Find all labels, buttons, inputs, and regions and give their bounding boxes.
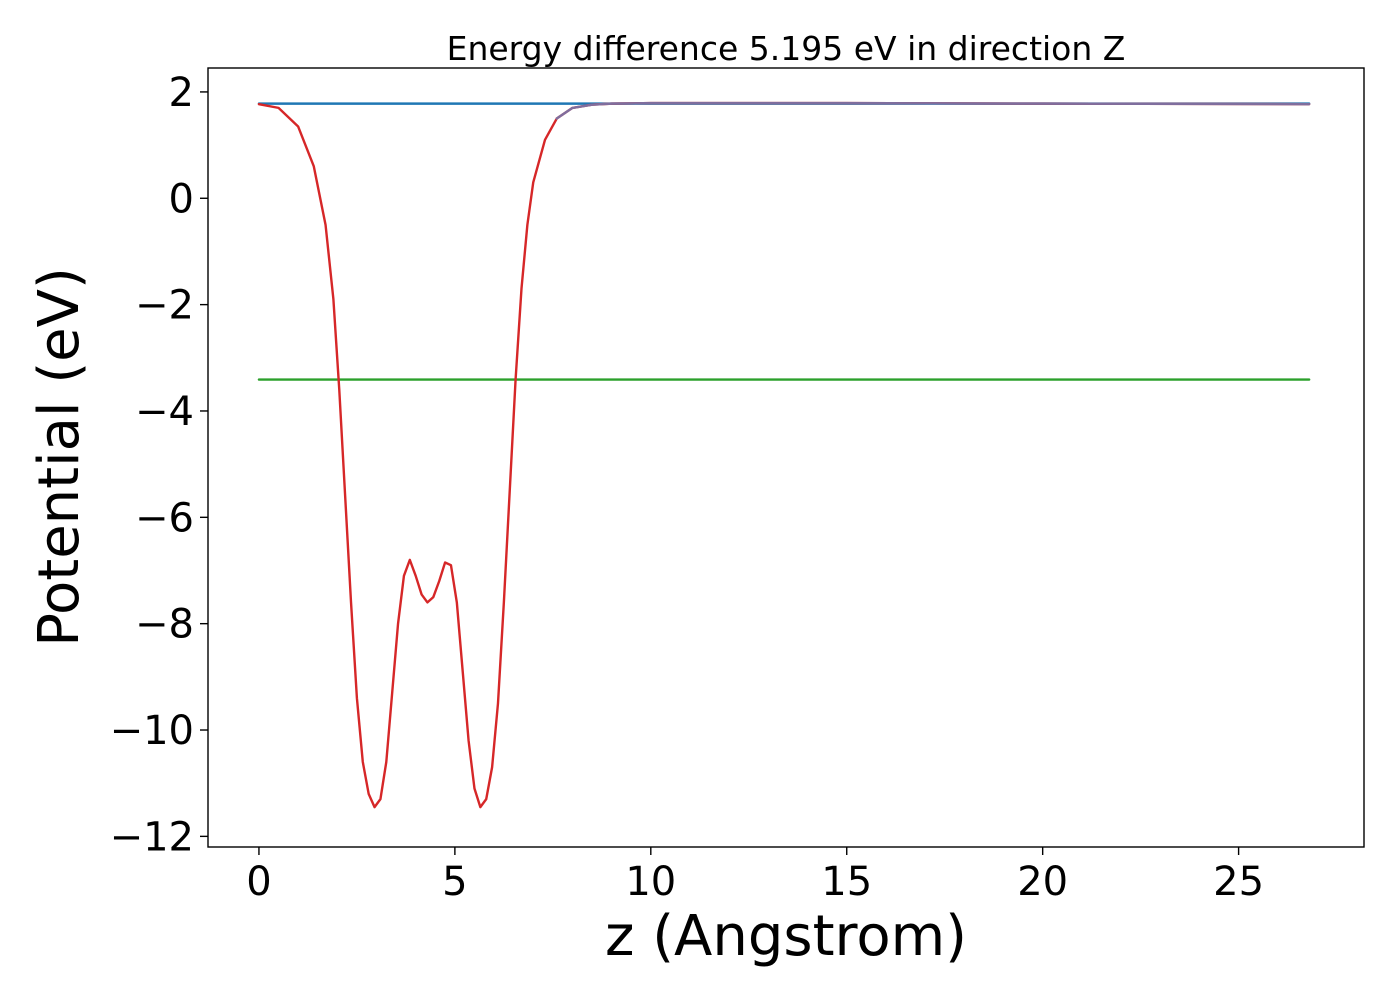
x-axis-ticks: 0 5 10 15 20 25 bbox=[246, 847, 1264, 905]
y-tick-label: −6 bbox=[135, 495, 194, 541]
x-axis-label: z (Angstrom) bbox=[605, 904, 967, 969]
y-axis-ticks: 2 0 −2 −4 −6 −8 −10 −12 bbox=[110, 70, 208, 860]
x-tick-label: 20 bbox=[1017, 859, 1068, 905]
x-tick-label: 25 bbox=[1213, 859, 1264, 905]
x-tick-label: 5 bbox=[442, 859, 467, 905]
plot-frame bbox=[207, 67, 1365, 848]
x-tick-label: 0 bbox=[246, 859, 271, 905]
y-tick-label: −4 bbox=[135, 389, 194, 435]
y-tick-label: −8 bbox=[135, 602, 194, 648]
chart-title: Energy difference 5.195 eV in direction … bbox=[447, 29, 1126, 68]
y-tick-label: 0 bbox=[169, 176, 194, 222]
series-line-2 bbox=[257, 101, 1311, 809]
x-tick-label: 15 bbox=[821, 859, 872, 905]
y-axis-label: Potential (eV) bbox=[27, 267, 92, 647]
y-tick-label: −10 bbox=[110, 708, 194, 754]
y-tick-label: −12 bbox=[110, 814, 194, 860]
y-tick-label: 2 bbox=[169, 70, 194, 116]
y-tick-label: −2 bbox=[135, 283, 194, 329]
x-tick-label: 10 bbox=[625, 859, 676, 905]
series-line-3 bbox=[555, 101, 1311, 120]
series-layer bbox=[257, 101, 1311, 809]
